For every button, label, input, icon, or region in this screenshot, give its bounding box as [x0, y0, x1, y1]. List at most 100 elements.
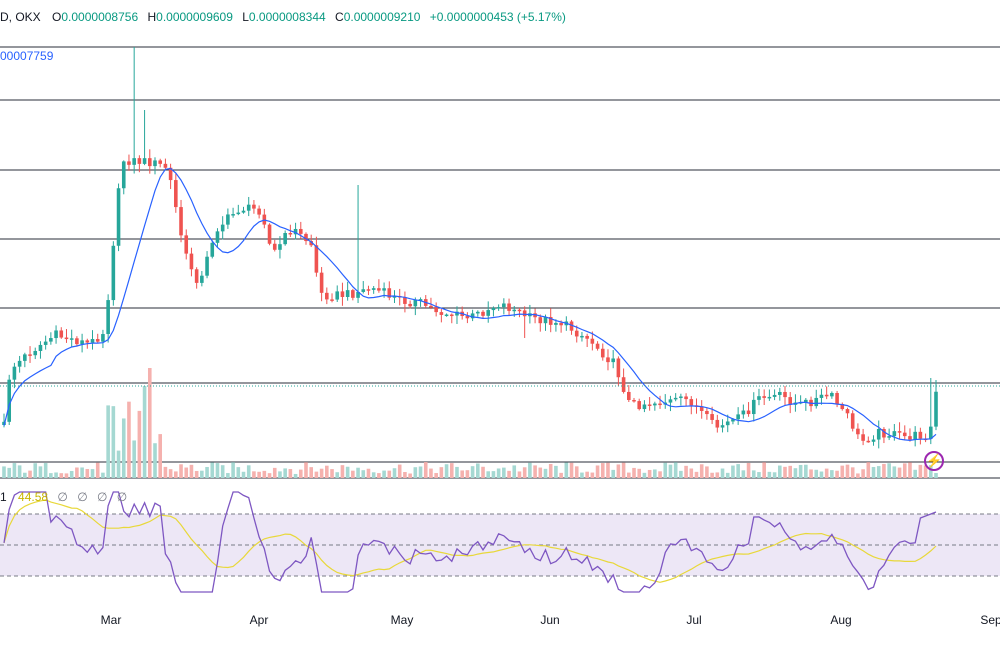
volume-bar	[111, 406, 116, 478]
volume-bar	[757, 472, 761, 478]
volume-bar	[715, 472, 720, 478]
candle-body	[804, 399, 808, 403]
volume-bar	[653, 469, 657, 478]
volume-bar	[85, 469, 90, 478]
volume-bar	[200, 470, 204, 478]
volume-bar	[371, 472, 376, 478]
candle-body	[319, 272, 324, 293]
volume-bar	[637, 468, 642, 478]
volume-bar	[194, 470, 199, 478]
volume-bar	[830, 470, 834, 478]
candle-body	[606, 357, 610, 363]
volume-bar	[908, 462, 912, 478]
candle-body	[621, 377, 626, 392]
volume-bar	[642, 472, 647, 478]
volume-bar	[850, 467, 855, 478]
volume-bar	[502, 467, 506, 478]
volume-bar	[616, 464, 621, 478]
volume-bar	[897, 467, 902, 478]
candle-body	[673, 397, 678, 400]
volume-bar	[824, 468, 829, 478]
open-value: 0.0000008756	[61, 10, 139, 24]
candle-body	[897, 431, 902, 433]
candle-body	[840, 404, 845, 410]
candle-body	[418, 299, 423, 301]
volume-bar	[835, 470, 839, 478]
volume-bar	[783, 466, 787, 478]
candle-body	[788, 397, 793, 405]
candle-body	[95, 339, 100, 342]
volume-bar	[283, 468, 287, 478]
volume-bar	[804, 464, 808, 478]
candle-body	[668, 399, 673, 403]
symbol-label: D, OKX	[0, 10, 41, 24]
candle-body	[90, 339, 95, 343]
candle-body	[611, 358, 615, 363]
volume-bar	[621, 462, 626, 478]
volume-bar	[49, 473, 53, 478]
candle-body	[679, 396, 683, 398]
candle-body	[272, 243, 277, 250]
lightning-bolt-icon[interactable]: ⚡	[924, 451, 944, 471]
candle-body	[226, 214, 230, 225]
volume-bar	[918, 464, 923, 478]
volume-bar	[507, 470, 511, 478]
volume-bar	[43, 463, 48, 478]
candle-body	[220, 224, 225, 232]
candle-body	[892, 431, 897, 437]
volume-bar	[28, 470, 32, 478]
candle-body	[913, 431, 917, 440]
volume-bar	[559, 472, 563, 478]
candle-body	[554, 322, 558, 325]
volume-bar	[226, 473, 230, 478]
volume-bar	[174, 471, 178, 478]
candle-body	[257, 208, 261, 215]
candle-body	[12, 366, 17, 380]
volume-bar	[819, 471, 824, 478]
high-value: 0.0000009609	[156, 10, 233, 24]
candle-body	[382, 288, 386, 291]
candle-body	[861, 434, 865, 441]
volume-bar	[705, 466, 709, 478]
volume-bar	[309, 467, 313, 478]
volume-bar	[90, 469, 95, 478]
volume-bar	[236, 467, 241, 478]
volume-bar	[793, 468, 798, 478]
candle-body	[439, 312, 444, 315]
volume-bar	[64, 473, 69, 478]
volume-bar	[356, 467, 360, 478]
candle-body	[699, 406, 704, 411]
volume-bar	[184, 467, 189, 478]
candle-body	[762, 396, 766, 398]
volume-bar	[387, 470, 392, 478]
candle-body	[856, 428, 860, 435]
volume-bar	[892, 466, 897, 478]
candle-body	[767, 396, 772, 399]
volume-bar	[574, 466, 579, 478]
candle-body	[470, 313, 475, 319]
month-label: Mar	[100, 613, 122, 627]
rsi-placeholder: ∅	[57, 490, 68, 504]
candle-body	[684, 396, 688, 400]
candle-body	[174, 180, 178, 208]
candle-body	[340, 291, 345, 297]
month-label: May	[390, 613, 414, 627]
candle-body	[481, 311, 485, 316]
candle-body	[147, 158, 152, 167]
volume-bar	[798, 464, 803, 478]
candle-body	[75, 338, 79, 345]
volume-bar	[257, 471, 261, 478]
volume-bar	[215, 463, 220, 478]
candle-body	[548, 316, 553, 325]
candle-body	[246, 204, 251, 211]
candle-body	[746, 410, 751, 415]
candle-body	[38, 344, 43, 351]
candle-body	[902, 432, 907, 437]
volume-bar	[731, 465, 735, 478]
volume-bar	[241, 471, 246, 478]
candle-body	[887, 436, 891, 438]
volume-bars	[2, 368, 938, 478]
candle-body	[7, 379, 12, 422]
volume-bar	[137, 410, 142, 478]
